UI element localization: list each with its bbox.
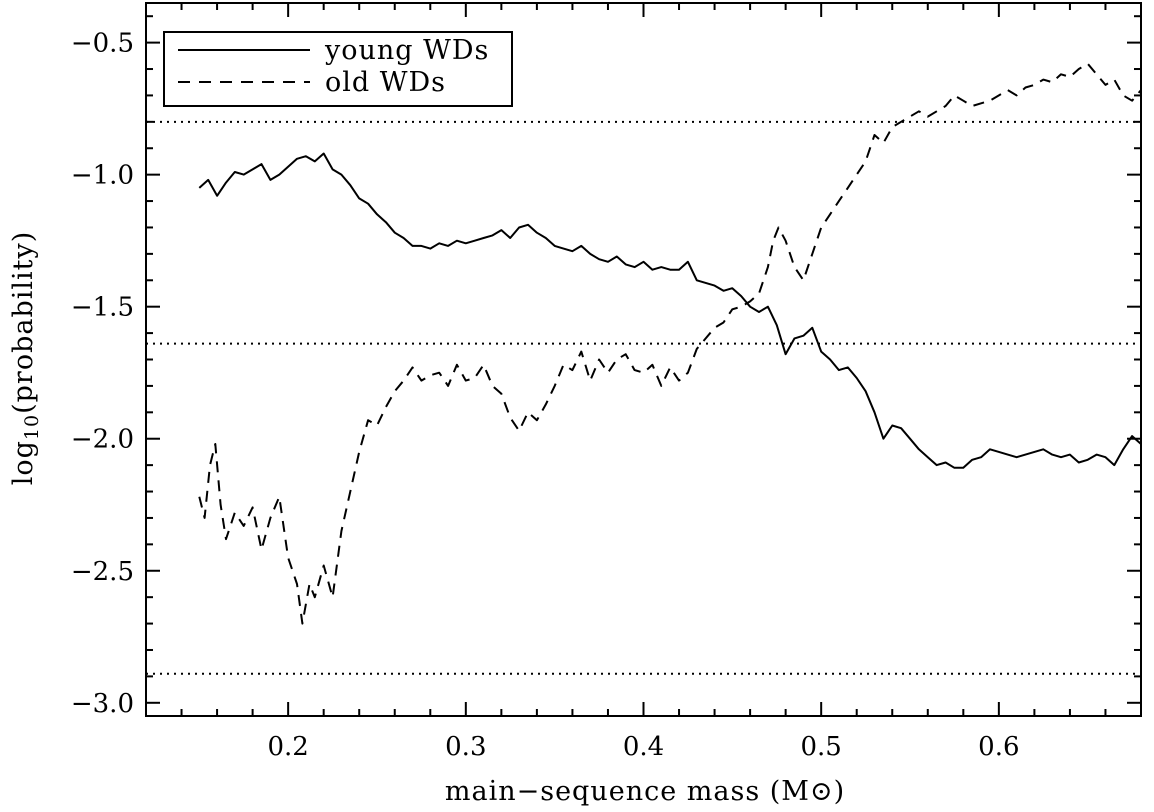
- x-tick-label: 0.4: [623, 732, 664, 762]
- y-tick-label: −0.5: [71, 29, 134, 59]
- series-layer: [198, 62, 1142, 625]
- x-axis-label: main−sequence mass (M⊙): [445, 776, 845, 807]
- plot-frame: [145, 2, 1142, 717]
- x-tick-label: 0.6: [978, 732, 1019, 762]
- legend-label-old-wds: old WDs: [325, 67, 446, 98]
- legend-box: [163, 31, 513, 107]
- reference-lines: [146, 120, 1141, 675]
- x-tick-label: 0.2: [267, 732, 308, 762]
- y-axis-label-log: log: [8, 440, 39, 485]
- legend-label-young-wds: young WDs: [324, 35, 489, 66]
- x-tick-label: 0.5: [800, 732, 841, 762]
- legend: young WDs old WDs: [163, 31, 513, 107]
- y-axis-label-rest: (probability): [8, 231, 39, 414]
- series-line-young-wds: [198, 152, 1142, 469]
- y-axis-label-subscript: 10: [21, 414, 43, 440]
- ticks-layer: 0.2 0.3 0.4 0.5 0.6 −3.0 −2.5 −2.0 −1.5 −1.0 −0.5: [71, 3, 1142, 762]
- x-tick-label: 0.3: [445, 732, 486, 762]
- series-line-old-wds: [198, 62, 1142, 625]
- y-axis-label: log10(probability): [8, 231, 43, 486]
- y-tick-label: −2.5: [71, 557, 134, 587]
- y-tick-label: −2.0: [71, 425, 134, 455]
- y-tick-label: −1.0: [71, 161, 134, 191]
- y-tick-label: −3.0: [71, 689, 134, 719]
- y-tick-label: −1.5: [71, 293, 134, 323]
